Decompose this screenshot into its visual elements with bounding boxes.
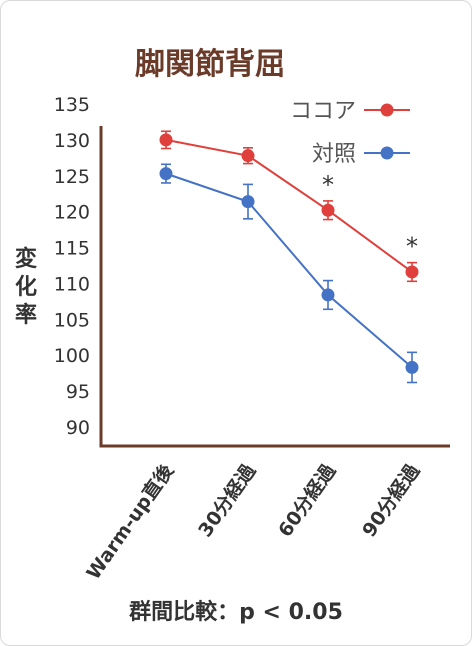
x-axis-categories: Warm-up直後 30分経過 60分経過 90分経過 [82,459,425,584]
chart-title: 脚関節背屈 [135,47,285,82]
y-axis-title: 変化率 [15,246,37,328]
y-tick-label: 90 [66,417,90,439]
y-tick-label: 115 [54,238,90,260]
data-point [159,133,173,147]
y-tick-label: 135 [54,94,90,116]
data-point [241,195,255,209]
data-point [405,265,419,279]
y-tick-label: 95 [66,381,90,403]
data-point [241,149,255,163]
data-point [159,167,173,181]
data-point [321,203,335,217]
y-axis-ticks: 90 95 100 105 110 115 120 125 130 135 [54,94,90,439]
data-point [321,288,335,302]
series-line [165,172,413,369]
x-category-label: Warm-up直後 [82,459,179,584]
y-tick-label: 120 [54,202,90,224]
footnote: 群間比較：p < 0.05 [129,599,343,625]
series-layer: ** [159,130,419,384]
y-tick-label: 125 [54,166,90,188]
x-category-label: 30分経過 [193,459,260,541]
significance-marker: * [322,171,334,199]
x-category-label: 90分経過 [357,459,424,541]
y-tick-label: 105 [54,309,90,331]
data-point [405,360,419,374]
series-line [165,138,413,273]
y-axis-label: 変化率 [15,246,37,328]
x-category-label: 60分経過 [273,459,340,541]
significance-marker: * [406,233,418,261]
y-tick-label: 130 [54,130,90,152]
legend-marker [380,146,394,160]
y-tick-label: 100 [54,345,90,367]
legend-label: 対照 [312,142,356,167]
legend-label: ココア [290,99,356,124]
y-tick-label: 110 [54,273,90,295]
legend-marker [380,103,394,117]
axes [99,126,450,448]
